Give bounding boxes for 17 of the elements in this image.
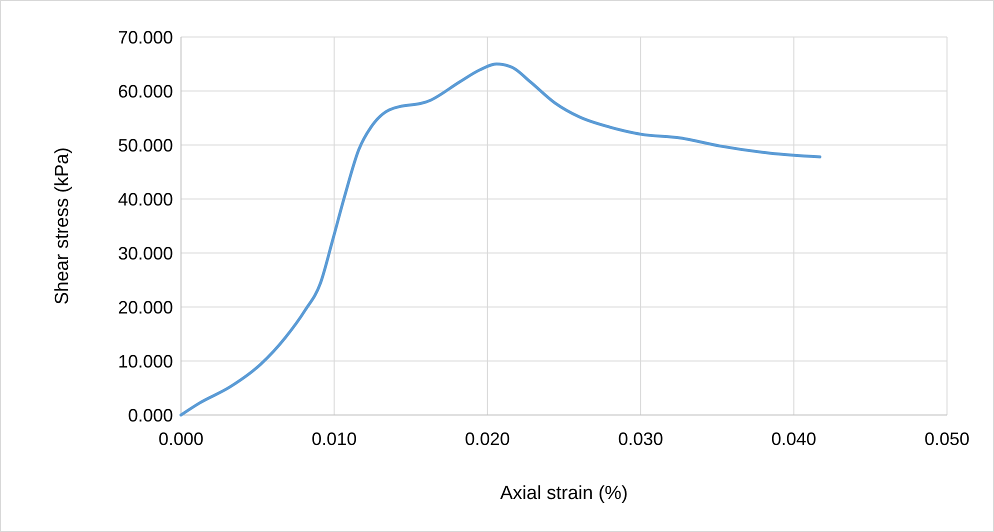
y-tick-label: 0.000 bbox=[128, 405, 173, 426]
y-tick-label: 60.000 bbox=[118, 81, 173, 102]
line-series bbox=[180, 62, 822, 416]
x-tick-label: 0.010 bbox=[312, 429, 357, 449]
x-tick-label: 0.000 bbox=[158, 429, 204, 449]
y-tick-label: 50.000 bbox=[118, 135, 173, 156]
y-tick-label: 10.000 bbox=[118, 351, 173, 372]
x-tick-label: 0.040 bbox=[771, 429, 816, 449]
y-tick-label: 70.000 bbox=[118, 27, 173, 48]
x-axis-title: Axial strain (%) bbox=[500, 483, 628, 504]
x-tick-label: 0.050 bbox=[924, 429, 970, 449]
y-tick-label: 40.000 bbox=[118, 189, 173, 210]
x-tick-label: 0.020 bbox=[464, 429, 510, 449]
y-tick-label: 30.000 bbox=[118, 243, 173, 264]
y-axis-title: Shear stress (kPa) bbox=[52, 147, 73, 305]
y-tick-label: 20.000 bbox=[118, 297, 173, 318]
x-tick-label: 0.030 bbox=[618, 429, 664, 449]
